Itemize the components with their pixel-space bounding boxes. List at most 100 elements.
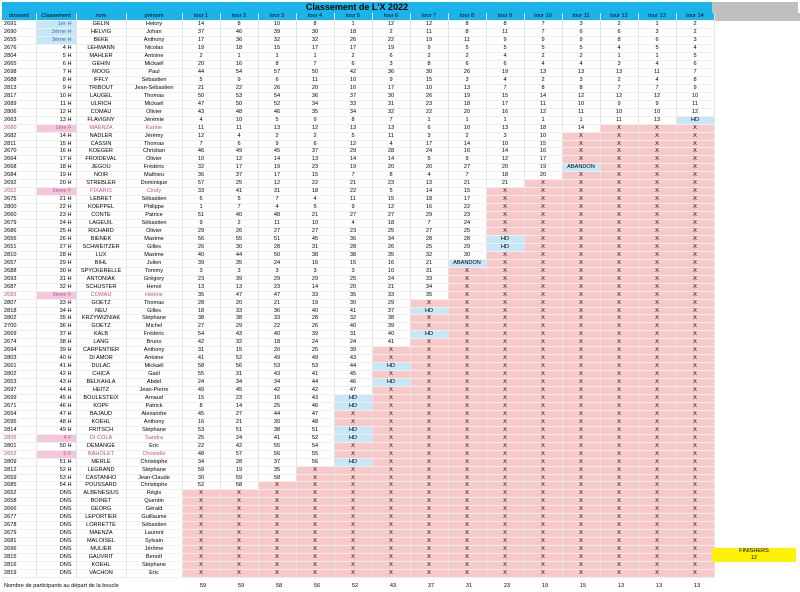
rank-cell: 52 H	[36, 466, 77, 475]
lap-cell: 29	[220, 322, 259, 332]
lap-cell: X	[410, 521, 449, 531]
lap-cell: X	[600, 299, 639, 308]
rank-cell: 4 F	[36, 434, 77, 443]
lap-cell: X	[600, 458, 639, 467]
row-filler	[714, 434, 800, 443]
firstname-cell: Frédéric	[126, 330, 183, 340]
bib-cell: 2665	[2, 60, 37, 69]
lap-cell: X	[676, 537, 715, 547]
lap-cell: 19	[182, 44, 221, 54]
firstname-cell: Mickaël	[126, 100, 183, 109]
lap-cell: 8	[524, 84, 563, 93]
lap-cell: X	[448, 410, 487, 419]
lap-cell: 21	[448, 179, 487, 189]
rank-cell: DNS	[36, 537, 77, 547]
lap-cell: 8	[676, 76, 715, 85]
lap-cell: 16	[410, 203, 449, 213]
row-filler	[714, 370, 800, 379]
lap-cell: X	[486, 370, 525, 380]
lap-cell: 34	[220, 378, 259, 388]
lap-cell: 5	[258, 116, 297, 125]
bib-cell: 2816	[2, 561, 37, 570]
bib-cell: 2664	[2, 155, 37, 165]
lap-cell: 6	[638, 36, 677, 46]
lap-cell: 1	[334, 20, 373, 30]
rank-cell: 49 H	[36, 426, 77, 435]
firstname-cell: Jean-Pierre	[126, 386, 183, 395]
table-row: 2669 37 H KALB Frédéric 54 43 40 39 31 40 HD X X X X X X…	[2, 330, 800, 340]
lap-cell: X	[638, 545, 677, 555]
lap-cell: X	[562, 171, 601, 181]
lap-cell: X	[448, 322, 487, 332]
lap-cell: X	[372, 521, 411, 531]
table-row: 2697 44 H HEITZ Jean-Pierre 49 45 42 42 47 X X X X X X…	[2, 386, 800, 395]
row-filler	[714, 243, 800, 252]
title-bar-filler	[712, 2, 798, 13]
row-filler	[714, 140, 800, 148]
participants-count: 58	[275, 582, 283, 589]
lap-cell: 54	[258, 92, 297, 101]
row-filler	[714, 314, 800, 323]
rank-cell: 45 H	[36, 394, 77, 403]
lap-cell: X	[448, 299, 487, 308]
lap-cell: X	[600, 211, 639, 221]
lap-cell: 7	[258, 195, 297, 205]
lap-cell: X	[676, 346, 715, 356]
lap-cell: X	[600, 537, 639, 547]
lap-cell: X	[334, 513, 373, 523]
firstname-cell: Grégory	[126, 275, 183, 284]
lap-cell: 34	[372, 235, 411, 244]
lap-cell: 9	[372, 76, 411, 85]
name-cell: NEU	[76, 307, 127, 316]
lap-cell: X	[562, 187, 601, 197]
row-filler	[714, 116, 800, 125]
lap-cell: 5	[410, 155, 449, 165]
firstname-cell: Philippe	[126, 203, 183, 213]
lap-cell: X	[258, 505, 297, 515]
lap-cell: 31	[258, 187, 297, 197]
lap-cell: 14	[220, 402, 259, 411]
row-filler	[714, 354, 800, 363]
name-cell: SCHWEITZER	[76, 243, 127, 252]
lap-cell: 41	[182, 354, 221, 364]
firstname-cell: Eric	[126, 569, 183, 578]
lap-cell: X	[562, 466, 601, 475]
lap-cell: 17	[182, 36, 221, 46]
lap-cell: X	[410, 338, 449, 348]
lap-cell: X	[562, 267, 601, 276]
column-header: tour 10	[524, 13, 563, 22]
lap-cell: 41	[258, 434, 297, 443]
lap-cell: 58	[182, 362, 221, 372]
lap-cell: X	[296, 537, 335, 547]
lap-cell: 6	[600, 28, 639, 38]
lap-cell: 11	[486, 28, 525, 38]
lap-cell: X	[524, 434, 563, 443]
lap-cell: X	[638, 458, 677, 467]
lap-cell: X	[410, 497, 449, 507]
lap-cell: X	[600, 569, 639, 578]
lap-cell: X	[600, 474, 639, 483]
lap-cell: 15	[448, 187, 487, 197]
row-filler	[714, 163, 800, 172]
column-header: tour 4	[296, 13, 335, 22]
name-cell: DI AMOR	[76, 354, 127, 364]
row-filler	[714, 36, 800, 45]
lap-cell: X	[600, 307, 639, 316]
bib-cell: 2663	[2, 116, 37, 125]
row-filler	[714, 346, 800, 355]
lap-cell: ABANDON	[448, 259, 487, 268]
lap-cell: 29	[296, 275, 335, 284]
lap-cell: 11	[600, 116, 639, 125]
lap-cell: X	[600, 163, 639, 173]
firstname-cell: Johan	[126, 28, 183, 38]
lap-cell: 9	[486, 36, 525, 46]
lap-cell: X	[524, 283, 563, 292]
lap-cell: 30	[182, 474, 221, 483]
lap-cell: X	[562, 394, 601, 403]
lap-cell: X	[600, 521, 639, 531]
lap-cell: X	[486, 219, 525, 228]
lap-cell: 19	[486, 68, 525, 77]
rank-cell: 34 H	[36, 307, 77, 316]
table-row: 2807 33 H GOETZ Thomas 28 20 21 19 30 29 X X X X X X X X	[2, 299, 800, 308]
lap-cell: 34	[334, 108, 373, 117]
